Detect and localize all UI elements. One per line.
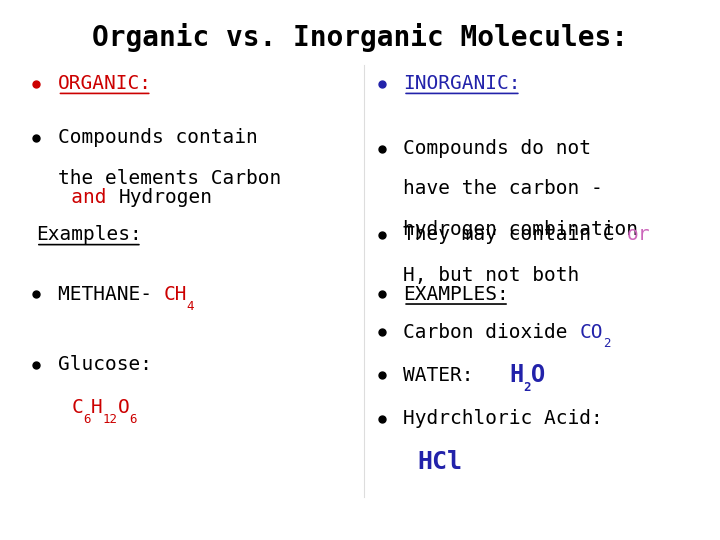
Text: Hydrchloric Acid:: Hydrchloric Acid:	[403, 409, 603, 428]
Text: hydrogen combination: hydrogen combination	[403, 220, 638, 239]
Text: Carbon dioxide: Carbon dioxide	[403, 322, 580, 342]
Text: 6: 6	[84, 413, 91, 426]
Text: and: and	[36, 187, 118, 207]
Text: C: C	[72, 398, 84, 417]
Text: 2: 2	[523, 381, 531, 394]
Text: Compounds contain: Compounds contain	[58, 128, 257, 147]
Text: CH: CH	[163, 285, 187, 304]
Text: Examples:: Examples:	[36, 225, 142, 245]
Text: WATER:: WATER:	[403, 366, 509, 385]
Text: CO: CO	[580, 322, 603, 342]
Text: Organic vs. Inorganic Molecules:: Organic vs. Inorganic Molecules:	[92, 23, 628, 52]
Text: Hydrogen: Hydrogen	[118, 187, 212, 207]
Text: They may contain C: They may contain C	[403, 225, 626, 245]
Text: O: O	[531, 363, 545, 387]
Text: 2: 2	[603, 338, 611, 350]
Text: the elements Carbon: the elements Carbon	[58, 168, 281, 188]
Text: 12: 12	[103, 413, 118, 426]
Text: H, but not both: H, but not both	[403, 266, 580, 285]
Text: Glucose:: Glucose:	[58, 355, 152, 374]
Text: INORGANIC:: INORGANIC:	[403, 74, 521, 93]
Text: or: or	[626, 225, 650, 245]
Text: EXAMPLES:: EXAMPLES:	[403, 285, 509, 304]
Text: H: H	[509, 363, 523, 387]
Text: Compounds do not: Compounds do not	[403, 139, 591, 158]
Text: H: H	[91, 398, 103, 417]
Text: METHANE-: METHANE-	[58, 285, 163, 304]
Text: 6: 6	[130, 413, 138, 426]
Text: ORGANIC:: ORGANIC:	[58, 74, 152, 93]
Text: HCl: HCl	[418, 450, 463, 474]
Text: 4: 4	[187, 300, 194, 313]
Text: O: O	[118, 398, 130, 417]
Text: have the carbon -: have the carbon -	[403, 179, 603, 199]
